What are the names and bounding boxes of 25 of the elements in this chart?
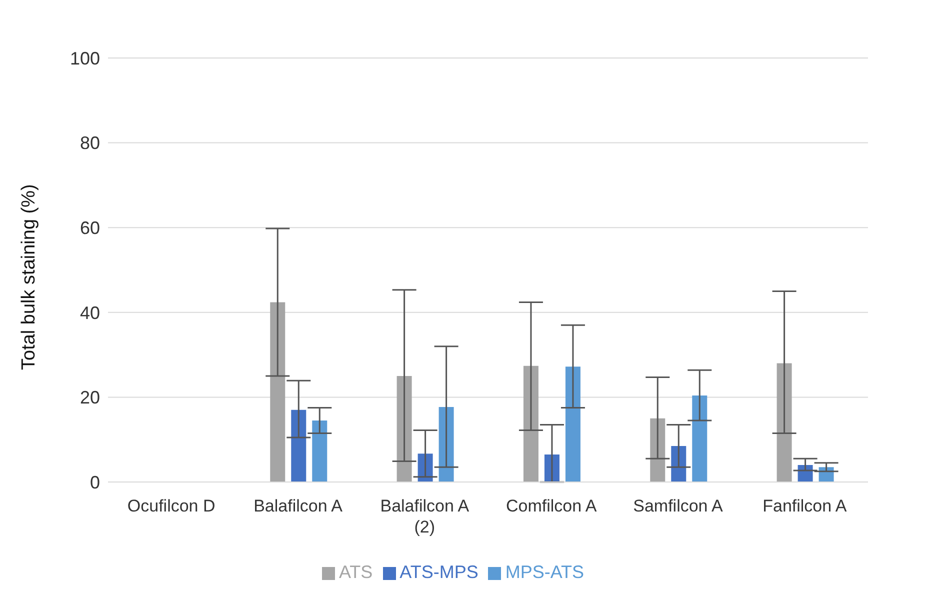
y-tick-label: 80 bbox=[80, 133, 100, 154]
bar bbox=[523, 366, 538, 482]
bar bbox=[312, 420, 328, 482]
x-tick-label: Fanfilcon A bbox=[762, 496, 848, 516]
x-tick-label: Samfilcon A bbox=[633, 496, 724, 516]
x-tick-label: Ocufilcon D bbox=[127, 496, 216, 516]
bar bbox=[270, 302, 286, 482]
bar bbox=[650, 418, 666, 482]
x-tick-label: Balafilcon A bbox=[254, 496, 344, 516]
y-tick-label: 0 bbox=[90, 472, 100, 492]
bar bbox=[291, 410, 306, 482]
legend-label: ATS bbox=[338, 562, 373, 582]
y-tick-label: 20 bbox=[80, 388, 100, 408]
legend-label: ATS-MPS bbox=[400, 562, 478, 582]
y-axis-title: Total bulk staining (%) bbox=[18, 184, 40, 370]
y-tick-label: 40 bbox=[80, 302, 100, 323]
y-tick-label: 60 bbox=[80, 218, 100, 238]
bar bbox=[692, 396, 708, 482]
bar bbox=[776, 363, 792, 482]
x-tick-label: Balafilcon A (2) bbox=[380, 496, 470, 537]
bar bbox=[396, 376, 412, 482]
legend-label: MPS-ATS bbox=[505, 562, 584, 582]
bar bbox=[565, 366, 580, 482]
x-tick-label: Comfilcon A bbox=[506, 496, 598, 516]
y-tick-label: 100 bbox=[70, 48, 100, 68]
